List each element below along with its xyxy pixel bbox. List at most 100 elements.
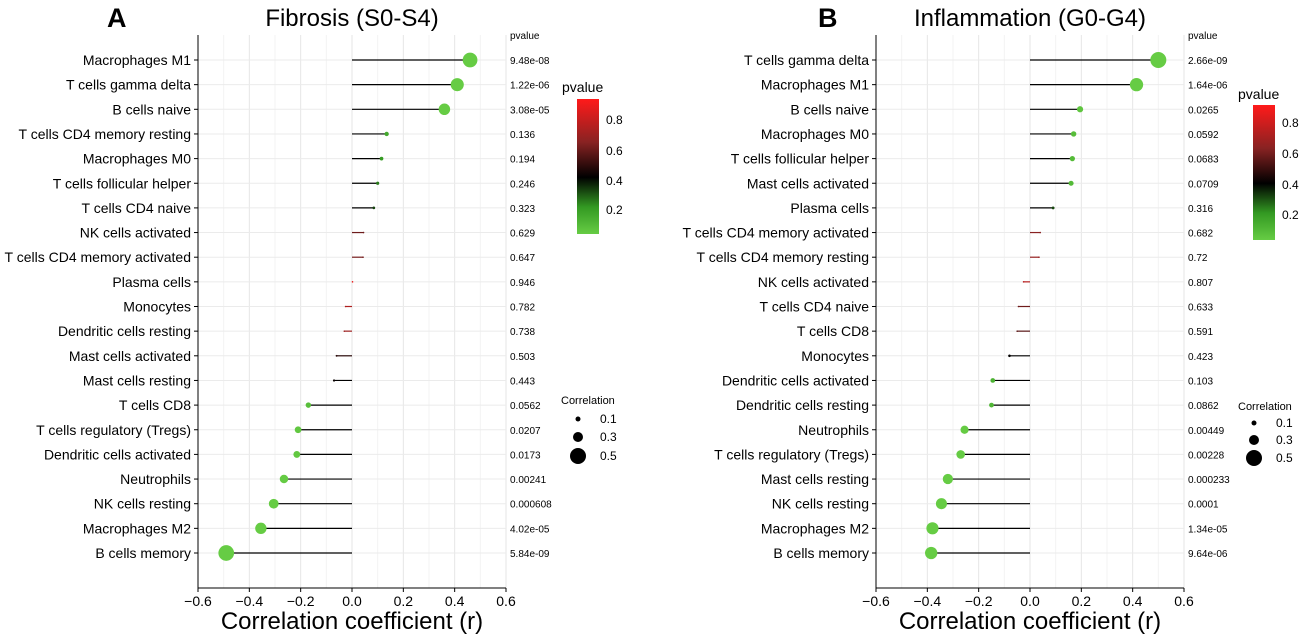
lollipop-dot bbox=[294, 426, 302, 434]
x-tick-label: 0.6 bbox=[1174, 593, 1194, 609]
color-legend-title: pvalue bbox=[1238, 86, 1279, 102]
y-tick-label: NK cells activated bbox=[80, 225, 191, 241]
color-legend: pvalue 0.8 0.6 0.4 0.2 bbox=[562, 79, 623, 234]
lollipop-dot bbox=[1129, 78, 1144, 92]
pvalue-label: 0.782 bbox=[510, 303, 535, 314]
lollipop-dot bbox=[344, 305, 347, 308]
lollipop-dot bbox=[1039, 231, 1042, 234]
size-legend-title: Correlation bbox=[1238, 401, 1292, 413]
pvalue-label: 0.0709 bbox=[1188, 179, 1219, 190]
lollipop-dot bbox=[1016, 330, 1018, 332]
panel-inflammation: B Inflammation (G0-G4) −0.6 −0.4 −0.2 0.0 0.… bbox=[683, 3, 1299, 634]
size-legend-label: 0.1 bbox=[1276, 416, 1293, 430]
color-legend-tick: 0.2 bbox=[1282, 208, 1299, 222]
pvalue-label: 0.647 bbox=[510, 253, 535, 264]
y-tick-label: T cells CD4 memory activated bbox=[683, 225, 869, 241]
y-tick-label: T cells regulatory (Tregs) bbox=[714, 446, 869, 462]
y-tick-label: B cells memory bbox=[95, 545, 191, 561]
color-legend: pvalue 0.8 0.6 0.4 0.2 bbox=[1238, 86, 1299, 240]
lollipop-dot bbox=[990, 378, 996, 383]
y-tick-label: T cells CD4 memory activated bbox=[5, 249, 191, 265]
pvalue-label: 0.246 bbox=[510, 179, 535, 190]
size-legend-label: 0.3 bbox=[1276, 433, 1293, 447]
x-axis-label: Correlation coefficient (r) bbox=[221, 608, 483, 634]
y-tick-label: Macrophages M2 bbox=[83, 520, 191, 536]
y-tick-label: Macrophages M2 bbox=[761, 520, 869, 536]
lollipop-dot bbox=[1017, 305, 1020, 308]
y-tick-label: Macrophages M0 bbox=[761, 126, 869, 142]
pvalue-label: 9.64e-06 bbox=[1188, 549, 1228, 560]
y-tick-label: Macrophages M1 bbox=[83, 52, 191, 68]
y-tick-label: Dendritic cells resting bbox=[736, 397, 869, 413]
x-tick-label: 0.0 bbox=[342, 593, 362, 609]
lollipop-dot bbox=[343, 330, 346, 332]
lollipop-dot bbox=[351, 281, 354, 283]
color-legend-bar bbox=[577, 99, 599, 234]
y-tick-label: T cells CD4 naive bbox=[760, 299, 870, 315]
lollipop-dot bbox=[362, 256, 364, 259]
lollipop-dot bbox=[438, 103, 451, 116]
lollipop-dot bbox=[942, 473, 953, 485]
y-tick-label: Dendritic cells resting bbox=[58, 323, 191, 339]
y-tick-label: T cells gamma delta bbox=[744, 52, 869, 68]
y-tick-label: Dendritic cells activated bbox=[722, 372, 869, 388]
y-tick-label: T cells follicular helper bbox=[53, 175, 192, 191]
lollipop-dot bbox=[279, 474, 289, 484]
color-legend-tick: 0.2 bbox=[606, 203, 623, 217]
x-tick-label: −0.4 bbox=[914, 593, 942, 609]
size-legend-label: 0.1 bbox=[600, 412, 617, 426]
size-legend-dot bbox=[1251, 420, 1257, 426]
pvalue-label: 0.503 bbox=[510, 352, 535, 363]
x-axis-label: Correlation coefficient (r) bbox=[899, 608, 1161, 634]
size-legend-label: 0.5 bbox=[1276, 451, 1293, 465]
lollipop-dot bbox=[379, 156, 384, 161]
lollipop-dot bbox=[956, 450, 966, 459]
size-legend: Correlation 0.1 0.3 0.5 bbox=[1238, 401, 1293, 466]
y-tick-label: Macrophages M0 bbox=[83, 151, 191, 167]
lollipop-dot bbox=[293, 450, 301, 458]
pvalue-label: 0.682 bbox=[1188, 229, 1213, 240]
panel-label: A bbox=[107, 3, 127, 33]
lollipop-dot bbox=[1038, 256, 1040, 259]
y-tick-label: T cells CD4 memory resting bbox=[19, 126, 191, 142]
pvalue-label: 2.66e-09 bbox=[1188, 56, 1228, 67]
color-legend-tick: 0.8 bbox=[606, 113, 623, 127]
size-legend: Correlation 0.1 0.3 0.5 bbox=[561, 395, 617, 464]
pvalue-label: 0.0592 bbox=[1188, 130, 1219, 141]
y-tick-label: Neutrophils bbox=[798, 422, 869, 438]
pvalue-label: 0.0207 bbox=[510, 426, 541, 437]
x-tick-label: −0.2 bbox=[965, 593, 993, 609]
y-tick-label: Mast cells resting bbox=[83, 372, 191, 388]
pvalue-label: 0.00228 bbox=[1188, 450, 1225, 461]
y-tick-label: T cells regulatory (Tregs) bbox=[36, 422, 191, 438]
y-tick-label: Dendritic cells activated bbox=[44, 446, 191, 462]
lollipop-dot bbox=[462, 52, 478, 68]
x-tick-label: −0.6 bbox=[184, 593, 212, 609]
y-tick-label: T cells gamma delta bbox=[66, 77, 191, 93]
size-legend-title: Correlation bbox=[561, 395, 615, 407]
pvalue-header: pvalue bbox=[510, 31, 540, 42]
pvalue-label: 3.08e-05 bbox=[510, 105, 550, 116]
x-tick-label: 0.0 bbox=[1020, 593, 1040, 609]
lollipop-dot bbox=[332, 379, 336, 382]
pvalue-label: 0.0265 bbox=[1188, 105, 1219, 116]
y-tick-label: NK cells resting bbox=[772, 496, 869, 512]
color-legend-tick: 0.6 bbox=[606, 144, 623, 158]
pvalue-label: 1.34e-05 bbox=[1188, 524, 1228, 535]
pvalue-label: 0.323 bbox=[510, 204, 535, 215]
lollipop-dot bbox=[255, 522, 267, 535]
lollipop-dot bbox=[926, 522, 939, 535]
chart-title: Inflammation (G0-G4) bbox=[914, 5, 1146, 32]
pvalue-label: 5.84e-09 bbox=[510, 549, 550, 560]
lollipop-dot bbox=[1051, 206, 1055, 210]
y-tick-label: B cells naive bbox=[790, 101, 869, 117]
pvalue-label: 0.103 bbox=[1188, 376, 1213, 387]
size-legend-dot bbox=[570, 448, 586, 464]
lollipop-dot bbox=[1076, 106, 1084, 113]
y-tick-label: Neutrophils bbox=[120, 471, 191, 487]
size-legend-dot bbox=[575, 416, 581, 422]
x-tick-label: 0.4 bbox=[445, 593, 465, 609]
x-tick-label: 0.6 bbox=[496, 593, 516, 609]
pvalue-label: 0.72 bbox=[1188, 253, 1208, 264]
x-tick-label: 0.4 bbox=[1123, 593, 1143, 609]
